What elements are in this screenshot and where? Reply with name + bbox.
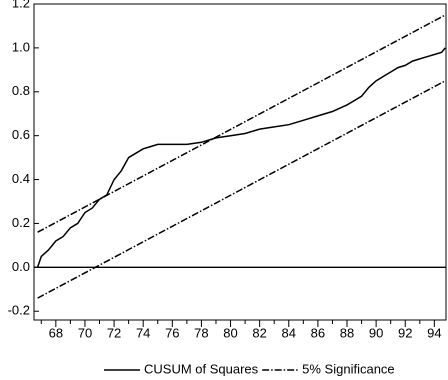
x-tick-label: 80 [223, 325, 237, 340]
x-tick-label: 92 [398, 325, 412, 340]
series-line [37, 14, 446, 233]
legend-label: CUSUM of Squares [144, 361, 259, 376]
y-tick-label: 1.2 [12, 0, 30, 10]
x-tick-label: 72 [107, 325, 121, 340]
y-tick-label: 0.6 [12, 127, 30, 142]
x-tick-label: 68 [49, 325, 63, 340]
y-tick-label: 0.0 [12, 259, 30, 274]
series-line [37, 80, 446, 299]
y-tick-label: 0.2 [12, 215, 30, 230]
x-tick-label: 86 [311, 325, 325, 340]
x-tick-label: 70 [78, 325, 92, 340]
plot-frame [33, 3, 447, 321]
x-tick-label: 82 [252, 325, 266, 340]
x-tick-label: 76 [165, 325, 179, 340]
y-tick-label: 1.0 [12, 39, 30, 54]
x-tick-label: 88 [340, 325, 354, 340]
x-tick-label: 84 [282, 325, 296, 340]
y-tick-label: -0.2 [8, 303, 30, 318]
x-tick-label: 78 [194, 325, 208, 340]
x-tick-label: 94 [427, 325, 441, 340]
series-line [36, 47, 446, 268]
x-tick-label: 74 [136, 325, 150, 340]
legend-label: 5% Significance [302, 361, 395, 376]
y-tick-label: 0.4 [12, 171, 30, 186]
x-tick-label: 90 [369, 325, 383, 340]
y-tick-label: 0.8 [12, 83, 30, 98]
